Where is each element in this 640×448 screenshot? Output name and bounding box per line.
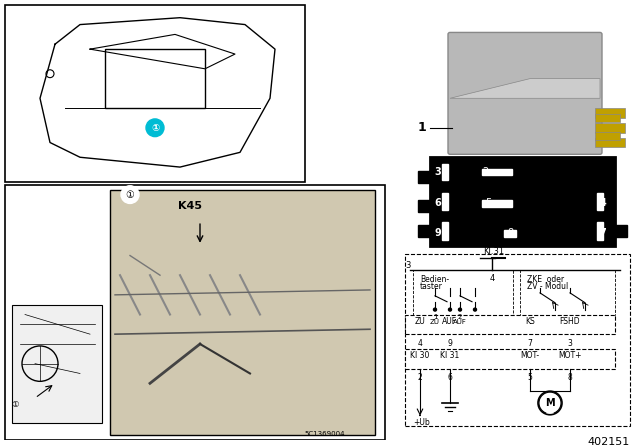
Text: 3: 3 — [435, 167, 442, 177]
Text: AUF: AUF — [453, 319, 467, 325]
Text: K45: K45 — [178, 202, 202, 211]
Text: 8: 8 — [507, 228, 513, 238]
Text: 4: 4 — [490, 274, 495, 283]
Bar — [597, 193, 603, 210]
Bar — [5, 5, 305, 182]
Text: taster: taster — [420, 282, 443, 291]
Text: 1: 1 — [433, 314, 437, 319]
Text: 9: 9 — [447, 339, 452, 348]
Bar — [442, 164, 448, 180]
Bar — [430, 157, 615, 246]
Text: ①: ① — [12, 401, 19, 409]
Bar — [482, 169, 512, 175]
Circle shape — [474, 308, 477, 311]
FancyBboxPatch shape — [448, 32, 602, 154]
Text: KI 31: KI 31 — [440, 351, 460, 360]
Text: Kl.31: Kl.31 — [483, 246, 504, 255]
Circle shape — [433, 308, 436, 311]
Bar — [405, 349, 615, 369]
Text: 402151: 402151 — [588, 437, 630, 448]
Text: 4: 4 — [600, 198, 606, 208]
Text: 7: 7 — [600, 228, 606, 238]
Text: +Ub: +Ub — [413, 418, 429, 426]
Bar — [595, 123, 625, 133]
Text: 2: 2 — [458, 314, 462, 319]
Text: KI 30: KI 30 — [410, 351, 429, 360]
Bar — [520, 270, 615, 319]
Circle shape — [449, 308, 451, 311]
Text: ①: ① — [151, 123, 159, 133]
Bar — [413, 270, 513, 319]
Text: 2: 2 — [482, 167, 488, 177]
Text: 3: 3 — [568, 339, 572, 348]
Bar — [5, 185, 385, 440]
Bar — [105, 49, 205, 108]
Bar — [442, 222, 448, 240]
Text: AUF: AUF — [442, 317, 458, 326]
Text: M: M — [545, 398, 555, 408]
Text: ZU: ZU — [430, 319, 440, 325]
Text: 6: 6 — [447, 374, 452, 383]
Bar — [405, 314, 615, 334]
Bar — [442, 193, 448, 210]
Text: 4: 4 — [417, 339, 422, 348]
Text: 6: 6 — [435, 198, 442, 208]
Bar — [504, 230, 516, 237]
Text: 2: 2 — [418, 374, 422, 383]
Text: ①: ① — [125, 190, 134, 200]
Bar — [595, 138, 625, 147]
Text: MOT+: MOT+ — [558, 351, 582, 360]
Circle shape — [121, 186, 139, 203]
Bar — [615, 225, 627, 237]
Text: 1: 1 — [418, 121, 426, 134]
Bar — [595, 114, 620, 122]
Text: 7: 7 — [527, 339, 532, 348]
Text: 3: 3 — [405, 261, 410, 270]
Text: KS: KS — [525, 317, 535, 326]
Bar — [482, 201, 512, 207]
Text: ZKE  oder: ZKE oder — [527, 275, 564, 284]
Bar — [597, 222, 603, 240]
Bar — [595, 108, 625, 118]
Text: MOT-: MOT- — [520, 351, 540, 360]
Circle shape — [458, 308, 461, 311]
Text: Bedien-: Bedien- — [420, 275, 449, 284]
Bar — [595, 132, 620, 140]
Bar — [405, 254, 630, 426]
Text: 5: 5 — [527, 374, 532, 383]
Circle shape — [146, 119, 164, 137]
Bar — [418, 201, 430, 212]
Text: FSHD: FSHD — [560, 317, 580, 326]
Text: 9: 9 — [435, 228, 442, 238]
Text: ZV - Modul: ZV - Modul — [527, 282, 568, 291]
Text: ZU: ZU — [415, 317, 426, 326]
Bar — [418, 225, 430, 237]
Bar — [12, 305, 102, 422]
Polygon shape — [450, 79, 600, 98]
Text: 8: 8 — [568, 374, 572, 383]
Bar — [110, 190, 375, 435]
Text: 5: 5 — [485, 198, 491, 208]
Bar — [418, 171, 430, 183]
Text: 5C1369004: 5C1369004 — [305, 431, 345, 437]
